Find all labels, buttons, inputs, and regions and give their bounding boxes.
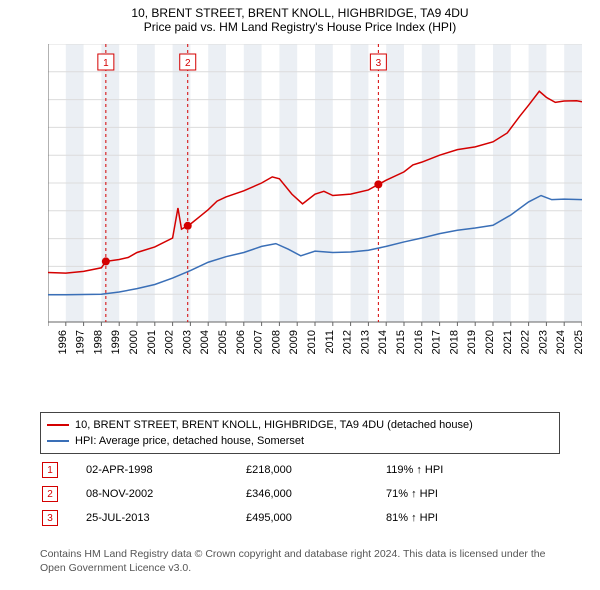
- title-subtitle: Price paid vs. HM Land Registry's House …: [0, 20, 600, 34]
- legend-row-hpi: HPI: Average price, detached house, Some…: [47, 433, 553, 449]
- svg-text:2006: 2006: [235, 330, 247, 354]
- table-row: 1 02-APR-1998 £218,000 119% ↑ HPI: [40, 458, 560, 482]
- sale-price: £346,000: [246, 488, 376, 500]
- svg-text:2007: 2007: [253, 330, 265, 354]
- svg-text:2011: 2011: [324, 330, 336, 354]
- sale-date: 02-APR-1998: [86, 464, 236, 476]
- svg-text:2024: 2024: [555, 330, 567, 354]
- table-row: 2 08-NOV-2002 £346,000 71% ↑ HPI: [40, 482, 560, 506]
- svg-text:2025: 2025: [573, 330, 582, 354]
- sale-delta: 81% ↑ HPI: [386, 512, 506, 524]
- sale-marker-badge: 2: [42, 486, 58, 502]
- svg-text:1997: 1997: [75, 330, 87, 354]
- svg-text:2015: 2015: [395, 330, 407, 354]
- svg-text:2022: 2022: [520, 330, 532, 354]
- svg-text:2012: 2012: [342, 330, 354, 354]
- legend-label: HPI: Average price, detached house, Some…: [75, 435, 304, 447]
- sale-date: 08-NOV-2002: [86, 488, 236, 500]
- svg-text:2020: 2020: [484, 330, 496, 354]
- legend-line-icon: [47, 424, 69, 426]
- svg-text:2002: 2002: [164, 330, 176, 354]
- svg-text:2021: 2021: [502, 330, 514, 354]
- svg-text:2019: 2019: [466, 330, 478, 354]
- sale-date: 25-JUL-2013: [86, 512, 236, 524]
- legend-line-icon: [47, 440, 69, 442]
- svg-text:1998: 1998: [92, 330, 104, 354]
- svg-text:2017: 2017: [431, 330, 443, 354]
- title-block: 10, BRENT STREET, BRENT KNOLL, HIGHBRIDG…: [0, 0, 600, 36]
- svg-text:2009: 2009: [288, 330, 300, 354]
- legend-label: 10, BRENT STREET, BRENT KNOLL, HIGHBRIDG…: [75, 419, 473, 431]
- svg-text:2010: 2010: [306, 330, 318, 354]
- sale-delta: 119% ↑ HPI: [386, 464, 506, 476]
- sales-table: 1 02-APR-1998 £218,000 119% ↑ HPI 2 08-N…: [40, 458, 560, 530]
- footnote: Contains HM Land Registry data © Crown c…: [40, 548, 560, 575]
- chart-svg: £0£100K£200K£300K£400K£500K£600K£700K£80…: [48, 44, 582, 364]
- svg-text:2016: 2016: [413, 330, 425, 354]
- svg-text:3: 3: [376, 58, 382, 69]
- table-row: 3 25-JUL-2013 £495,000 81% ↑ HPI: [40, 506, 560, 530]
- svg-text:2018: 2018: [448, 330, 460, 354]
- svg-text:1999: 1999: [110, 330, 122, 354]
- svg-text:2005: 2005: [217, 330, 229, 354]
- svg-text:2001: 2001: [146, 330, 158, 354]
- svg-text:2000: 2000: [128, 330, 140, 354]
- sale-price: £495,000: [246, 512, 376, 524]
- svg-text:2023: 2023: [537, 330, 549, 354]
- svg-text:1: 1: [103, 58, 109, 69]
- svg-text:1996: 1996: [57, 330, 69, 354]
- svg-text:2008: 2008: [270, 330, 282, 354]
- chart-area: £0£100K£200K£300K£400K£500K£600K£700K£80…: [48, 44, 582, 364]
- svg-text:2013: 2013: [359, 330, 371, 354]
- sale-price: £218,000: [246, 464, 376, 476]
- sale-marker-badge: 1: [42, 462, 58, 478]
- svg-text:1995: 1995: [48, 330, 51, 354]
- svg-text:2: 2: [185, 58, 191, 69]
- sale-marker-badge: 3: [42, 510, 58, 526]
- svg-text:2003: 2003: [181, 330, 193, 354]
- legend-box: 10, BRENT STREET, BRENT KNOLL, HIGHBRIDG…: [40, 412, 560, 454]
- sale-delta: 71% ↑ HPI: [386, 488, 506, 500]
- legend-row-property: 10, BRENT STREET, BRENT KNOLL, HIGHBRIDG…: [47, 417, 553, 433]
- svg-text:2014: 2014: [377, 330, 389, 354]
- title-address: 10, BRENT STREET, BRENT KNOLL, HIGHBRIDG…: [0, 6, 600, 20]
- svg-text:2004: 2004: [199, 330, 211, 354]
